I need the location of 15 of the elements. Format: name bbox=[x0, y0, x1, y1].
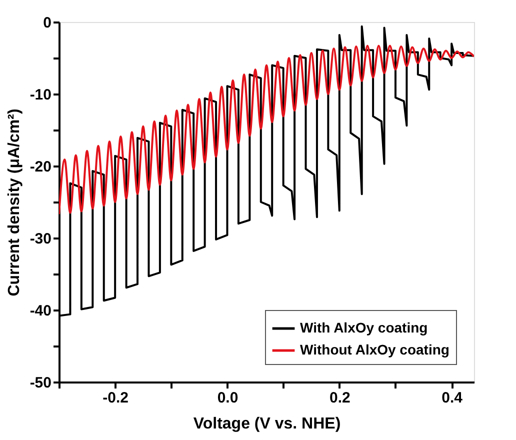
y-tick-label: -10 bbox=[30, 86, 52, 104]
x-axis-title: Voltage (V vs. NHE) bbox=[193, 416, 341, 432]
y-tick-label: -20 bbox=[30, 158, 52, 176]
y-tick-label: 0 bbox=[43, 14, 52, 32]
x-tick-label: 0.2 bbox=[329, 390, 350, 406]
y-tick-label: -30 bbox=[30, 230, 52, 248]
y-tick-label: -40 bbox=[30, 302, 52, 320]
y-axis-title: Current density (μA/cm²) bbox=[6, 108, 23, 296]
legend-label: Without AlxOy coating bbox=[300, 342, 450, 358]
x-tick-label: 0.4 bbox=[442, 390, 464, 406]
x-tick-label: 0.0 bbox=[217, 390, 238, 406]
x-tick-label: -0.2 bbox=[102, 390, 129, 406]
line-series bbox=[59, 44, 474, 216]
legend-label: With AlxOy coating bbox=[300, 320, 428, 336]
y-tick-label: -50 bbox=[30, 374, 52, 392]
